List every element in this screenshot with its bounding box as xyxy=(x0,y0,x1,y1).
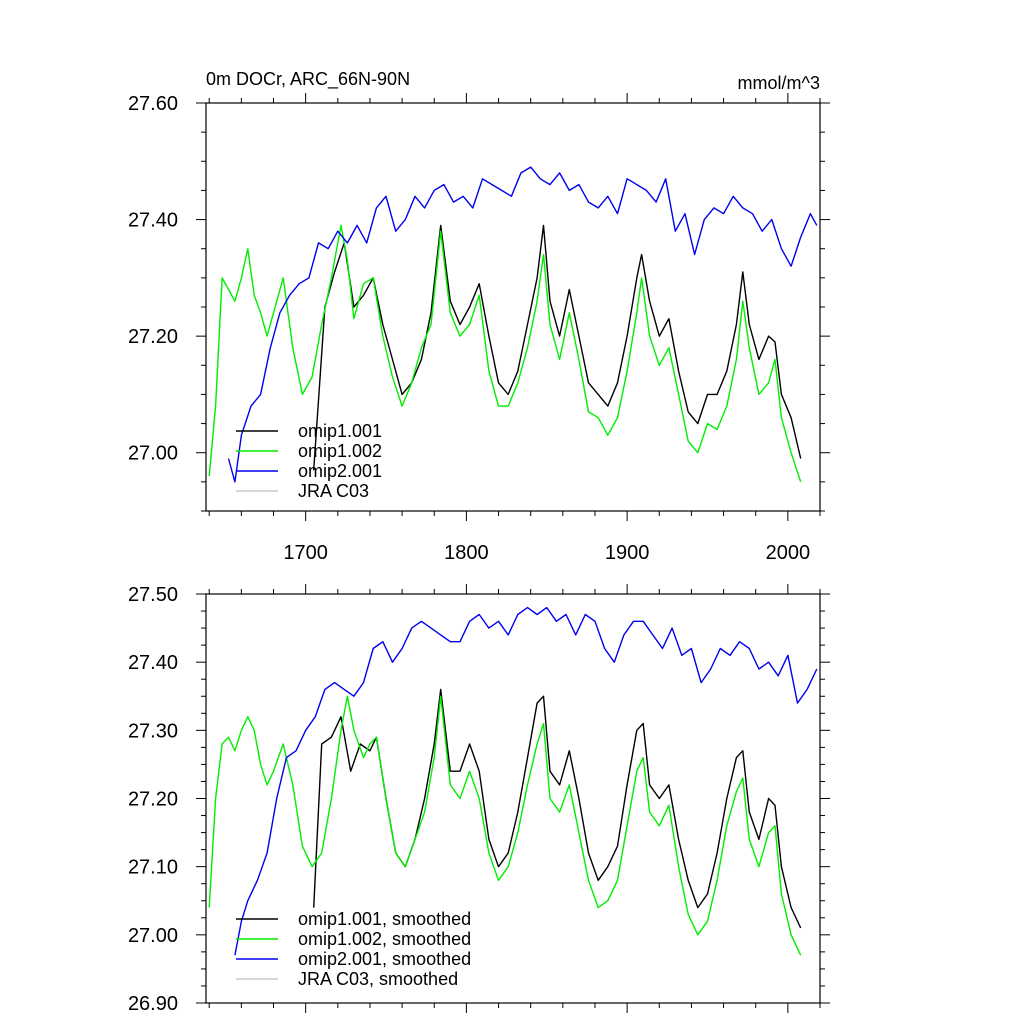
panel2-series-line-2 xyxy=(234,606,818,956)
panel2-y-tick-label: 27.20 xyxy=(128,789,178,811)
panel1-series-line-2 xyxy=(227,166,818,483)
panel2-y-tick-label: 27.00 xyxy=(128,925,178,947)
panel1-units-label: mmol/m^3 xyxy=(738,73,820,93)
panel1-legend-label-0: omip1.001 xyxy=(298,421,382,441)
panel1-x-tick-label: 1800 xyxy=(444,542,489,564)
panel1-y-tick-label: 27.20 xyxy=(128,326,178,348)
panel1-y-tick-label: 27.00 xyxy=(128,443,178,465)
panel1-x-tick-label: 1900 xyxy=(605,542,650,564)
panel1-legend-label-1: omip1.002 xyxy=(298,441,382,461)
panel2-legend-label-2: omip2.001, smoothed xyxy=(298,949,471,969)
panel2-y-tick-label: 26.90 xyxy=(128,993,178,1015)
panel2-legend-label-3: JRA C03, smoothed xyxy=(298,969,458,989)
panel1-y-tick-label: 27.60 xyxy=(128,93,178,115)
panel2-series-line-1 xyxy=(208,695,802,956)
panel1-title: 0m DOCr, ARC_66N-90N xyxy=(206,69,410,90)
panel2-y-tick-label: 27.10 xyxy=(128,857,178,879)
panel1-x-tick-label: 1700 xyxy=(283,542,328,564)
panel2-y-tick-label: 27.50 xyxy=(128,584,178,606)
panel2-legend-label-0: omip1.001, smoothed xyxy=(298,909,471,929)
panel1-x-tick-label: 2000 xyxy=(766,542,811,564)
panel1-series-line-0 xyxy=(313,224,802,471)
panel2-y-tick-label: 27.30 xyxy=(128,720,178,742)
panel2-legend-label-1: omip1.002, smoothed xyxy=(298,929,471,949)
panel1-legend-label-3: JRA C03 xyxy=(298,481,369,501)
panel1-legend-label-2: omip2.001 xyxy=(298,461,382,481)
panel2-y-tick-label: 27.40 xyxy=(128,652,178,674)
panel1-y-tick-label: 27.40 xyxy=(128,210,178,232)
